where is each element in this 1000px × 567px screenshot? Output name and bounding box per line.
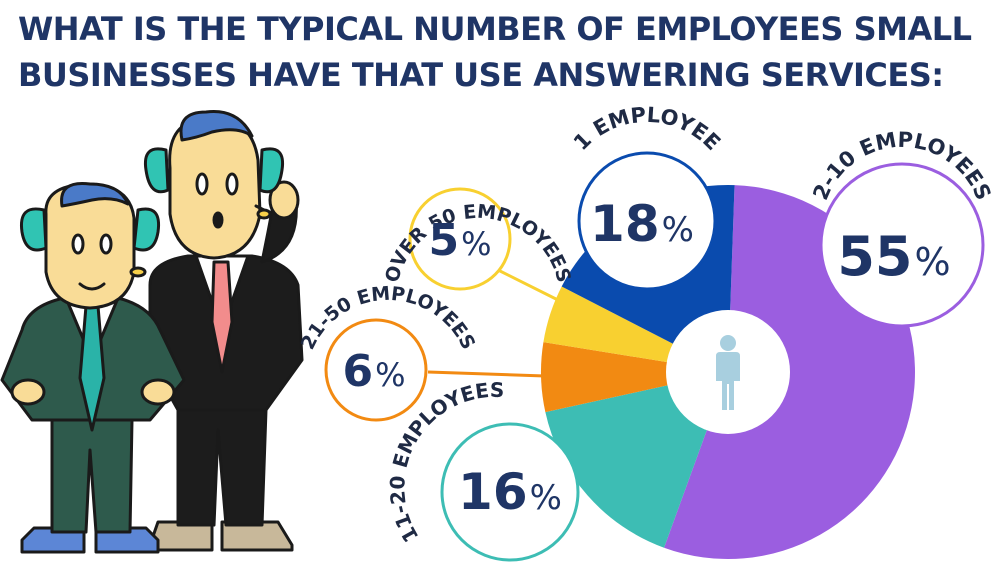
value-11-20: 16% bbox=[458, 463, 562, 521]
businessman-right-on-phone bbox=[143, 110, 304, 552]
chart-title-line-2: BUSINESSES HAVE THAT USE ANSWERING SERVI… bbox=[18, 56, 944, 94]
bubble-1-employee bbox=[577, 151, 717, 291]
person-icon bbox=[716, 335, 740, 410]
bubble-21-50 bbox=[324, 318, 428, 422]
bubble-11-20 bbox=[440, 422, 580, 562]
value-11-20-unit: % bbox=[530, 478, 562, 518]
bubble-over-50 bbox=[408, 187, 512, 291]
value-over-50: 5% bbox=[428, 215, 491, 266]
value-2-10-unit: % bbox=[915, 240, 951, 284]
businessman-left bbox=[0, 181, 186, 554]
callout-1-employee: 1 EMPLOYEE 18% bbox=[569, 103, 725, 291]
value-1-number: 18 bbox=[590, 195, 660, 253]
connector-21-50 bbox=[427, 370, 546, 378]
value-21-50-unit: % bbox=[375, 356, 405, 394]
callout-over-50-employees: OVER 50 EMPLOYEES 5% bbox=[381, 187, 575, 291]
value-11-20-number: 16 bbox=[458, 463, 528, 521]
callout-connectors bbox=[427, 266, 563, 378]
label-1-employee: 1 EMPLOYEE bbox=[569, 103, 725, 155]
pie-slice-21-50-employees bbox=[541, 342, 728, 413]
value-over-50-number: 5 bbox=[428, 215, 459, 266]
value-1-employee: 18% bbox=[590, 195, 694, 253]
value-2-10-employees: 55% bbox=[837, 225, 950, 288]
value-21-50: 6% bbox=[342, 346, 405, 397]
callout-2-10-employees: 2-10 EMPLOYEES 55% bbox=[808, 128, 996, 328]
chart-title: WHAT IS THE TYPICAL NUMBER OF EMPLOYEES … bbox=[18, 6, 993, 98]
value-over-50-unit: % bbox=[461, 225, 491, 263]
pie-slice-11-20-employees bbox=[545, 372, 728, 548]
value-21-50-number: 6 bbox=[342, 346, 373, 397]
chart-title-line-1: WHAT IS THE TYPICAL NUMBER OF EMPLOYEES … bbox=[18, 10, 972, 48]
connector-over-50 bbox=[493, 266, 563, 304]
pie-center bbox=[666, 310, 790, 434]
value-1-unit: % bbox=[662, 210, 694, 250]
value-2-10-number: 55 bbox=[837, 225, 912, 288]
bubble-2-10 bbox=[819, 162, 985, 328]
businessmen-illustration bbox=[0, 110, 304, 554]
